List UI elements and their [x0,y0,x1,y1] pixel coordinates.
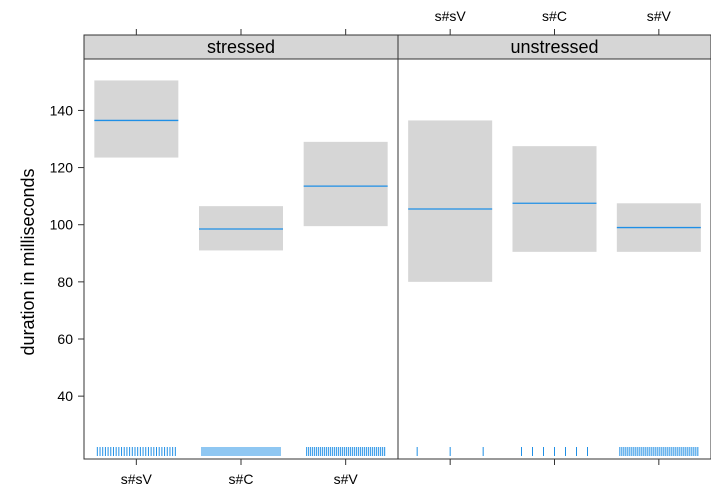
rug-stressed-0 [96,447,176,456]
panel-stressed: stressed s#sV s#C s#V [83,29,399,487]
panel-unstressed: unstressed s#sV s#C s#V [397,8,711,465]
x-tick-label-stressed-1: s#C [229,471,254,487]
rug-unstressed-0 [416,447,484,456]
strip-label-unstressed: unstressed [510,37,598,57]
ci-band-unstressed-0 [408,120,493,282]
x-tick-label-unstressed-2: s#V [647,8,672,24]
rug-unstressed-2 [619,447,699,456]
ci-band-unstressed-1 [512,146,597,252]
x-tick-label-stressed-0: s#sV [121,471,153,487]
x-tick-label-unstressed-1: s#C [542,8,567,24]
y-tick-label-100: 100 [50,217,74,233]
panels-layer: stressed s#sV s#C s#V unstressed s#sV s#C s#V [83,8,711,487]
ci-band-stressed-1 [199,206,283,251]
y-tick-label-40: 40 [57,388,73,404]
y-axis-label: duration in milliseconds [18,168,38,355]
rug-stressed-2 [306,447,386,456]
ci-band-stressed-2 [303,141,388,227]
y-tick-label-140: 140 [50,102,74,118]
rug-stressed-1 [201,447,281,456]
y-tick-label-60: 60 [57,331,73,347]
y-tick-label-80: 80 [57,274,73,290]
rug-unstressed-1 [521,447,588,456]
strip-stressed [83,34,399,60]
y-tick-label-120: 120 [50,160,74,176]
x-tick-label-unstressed-0: s#sV [435,8,467,24]
strip-label-stressed: stressed [207,37,275,57]
y-axis: 40 60 80 100 120 140 [50,102,84,404]
ci-band-stressed-0 [94,80,179,158]
x-tick-label-stressed-2: s#V [334,471,359,487]
panel-border-unstressed [397,58,711,460]
